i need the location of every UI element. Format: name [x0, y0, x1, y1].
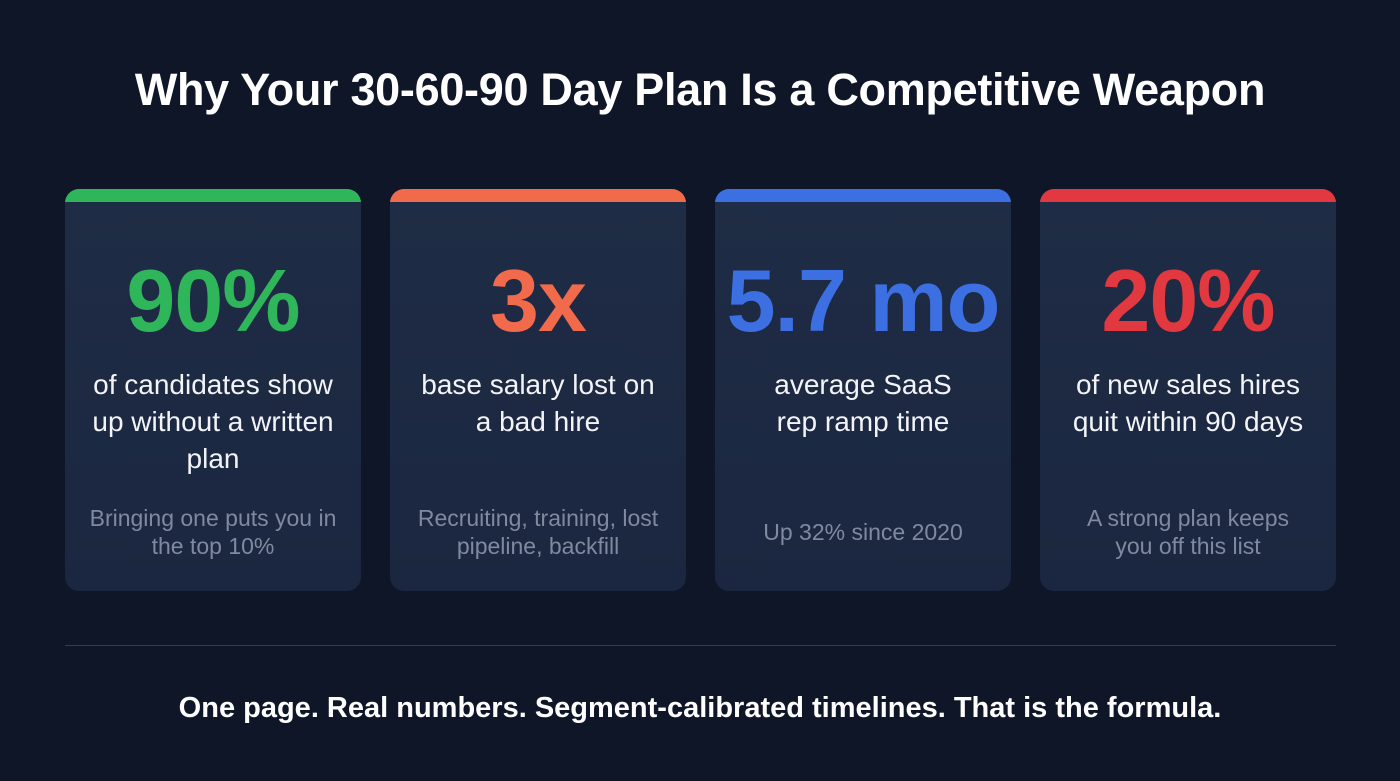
footer-tagline: One page. Real numbers. Segment-calibrat…: [178, 692, 1222, 724]
stat-note: Bringing one puts you in the top 10%: [89, 505, 337, 559]
accent-bar: [715, 189, 1011, 202]
stat-note: Recruiting, training, lost pipeline, bac…: [417, 505, 659, 559]
stat-card-bad-hire: 3x base salary lost on a bad hire Recrui…: [390, 189, 686, 591]
accent-bar: [65, 189, 361, 202]
stat-description: average SaaS rep ramp time: [774, 369, 952, 437]
stat-card-quit-rate: 20% of new sales hires quit within 90 da…: [1040, 189, 1336, 591]
divider: [65, 645, 1336, 646]
stat-note: Up 32% since 2020: [763, 519, 963, 545]
stat-value: 5.7 mo: [726, 251, 1001, 350]
stat-description: base salary lost on a bad hire: [421, 369, 655, 437]
accent-bar: [1040, 189, 1336, 202]
stat-description: of new sales hires quit within 90 days: [1072, 369, 1304, 437]
stat-value: 90%: [126, 251, 300, 350]
stat-value: 3x: [490, 251, 587, 350]
accent-bar: [390, 189, 686, 202]
stat-card-candidates: 90% of candidates show up without a writ…: [65, 189, 361, 591]
stat-note: A strong plan keeps you off this list: [1086, 505, 1290, 559]
stat-card-ramp-time: 5.7 mo average SaaS rep ramp time Up 32%…: [715, 189, 1011, 591]
stat-value: 20%: [1101, 251, 1275, 350]
page-title: Why Your 30-60-90 Day Plan Is a Competit…: [134, 64, 1266, 115]
stat-description: of candidates show up without a written …: [92, 369, 334, 474]
